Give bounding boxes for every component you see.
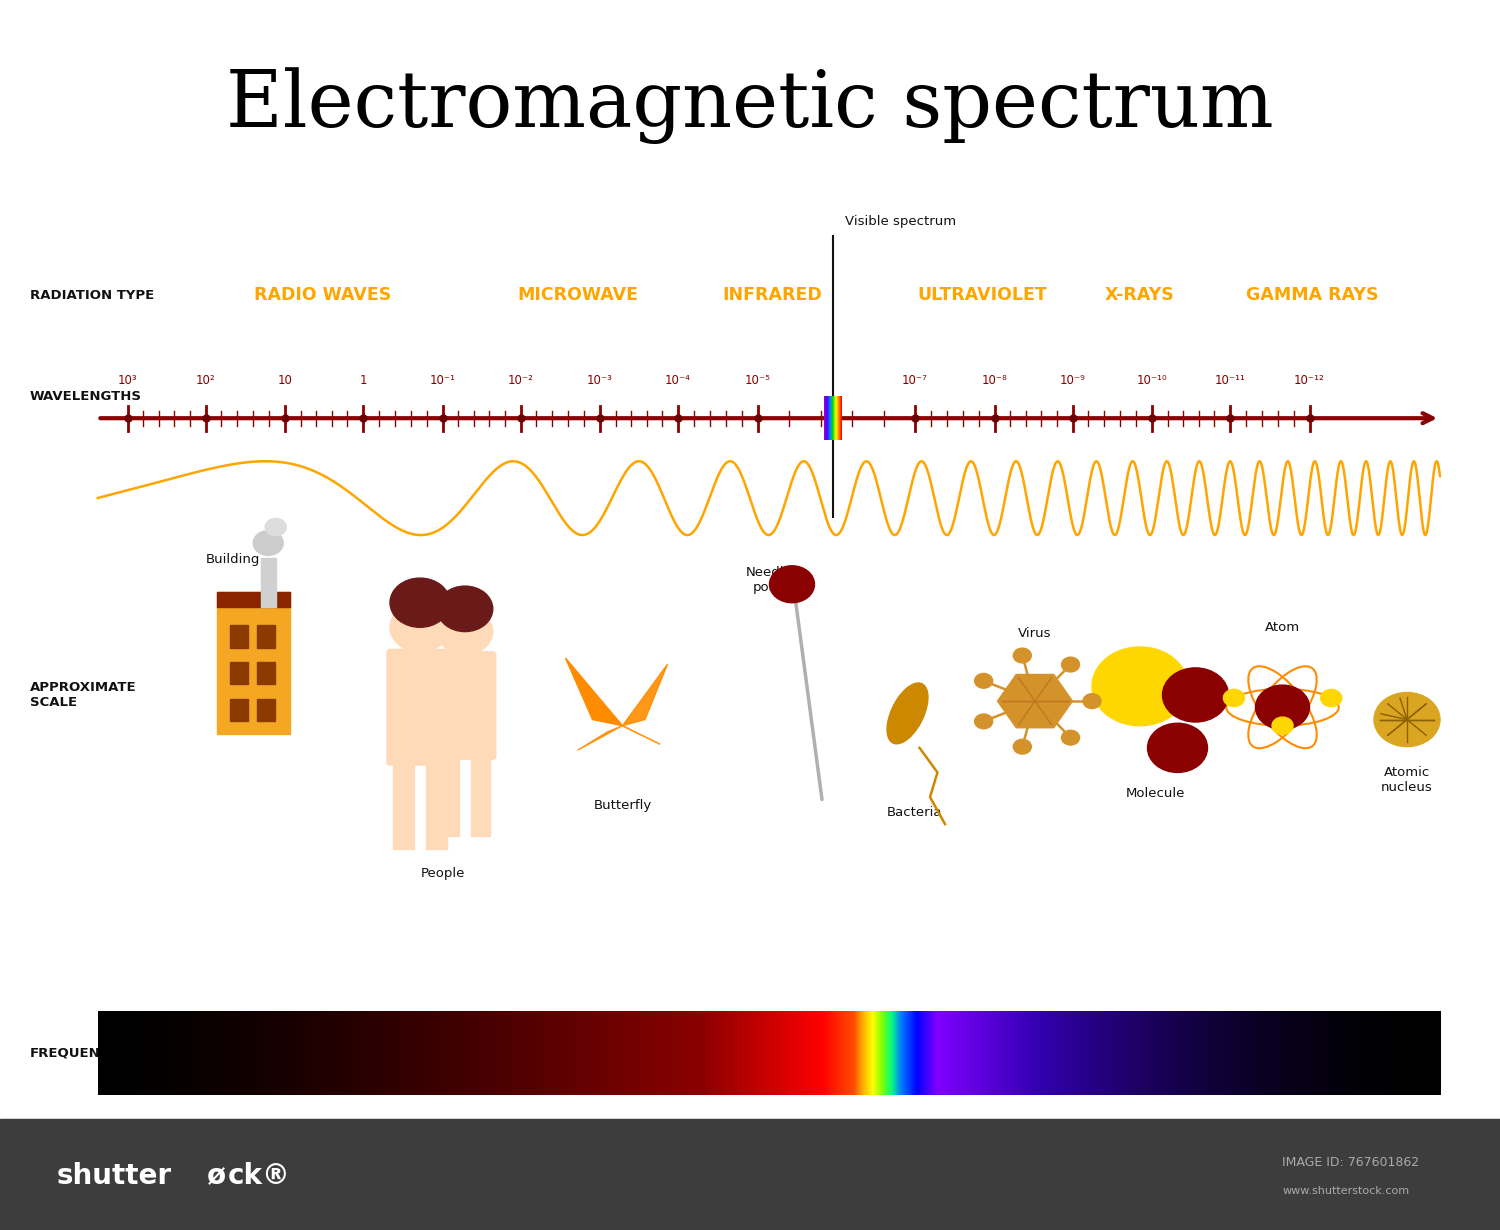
Text: Atom: Atom [1264, 621, 1300, 635]
Bar [471, 756, 490, 836]
Text: ck®: ck® [228, 1162, 291, 1189]
Text: INFRARED: INFRARED [723, 287, 822, 304]
Text: RADIATION TYPE: RADIATION TYPE [30, 289, 154, 301]
Circle shape [1083, 694, 1101, 708]
Circle shape [975, 713, 993, 728]
Text: 10³: 10³ [117, 374, 138, 387]
Text: shutter: shutter [57, 1162, 172, 1189]
Bar [426, 763, 447, 849]
Text: RADIO WAVES: RADIO WAVES [254, 287, 392, 304]
Ellipse shape [886, 683, 928, 744]
Text: People: People [420, 867, 465, 881]
Text: 10⁻⁵: 10⁻⁵ [744, 374, 771, 387]
Text: 10⁻⁷: 10⁻⁷ [902, 374, 928, 387]
Circle shape [438, 587, 492, 632]
Text: Butterfly: Butterfly [594, 800, 651, 813]
Bar [217, 593, 290, 733]
Text: Electromagnetic spectrum: Electromagnetic spectrum [226, 68, 1274, 144]
FancyBboxPatch shape [387, 649, 453, 765]
Text: 10⁻⁴: 10⁻⁴ [664, 374, 692, 387]
Text: ø: ø [207, 1162, 226, 1189]
Text: Visible spectrum: Visible spectrum [844, 214, 956, 228]
Circle shape [390, 603, 450, 652]
Circle shape [1148, 723, 1208, 772]
Polygon shape [622, 726, 660, 744]
Circle shape [1320, 689, 1341, 706]
Text: 10⁻¹¹: 10⁻¹¹ [1215, 374, 1245, 387]
Text: ULTRAVIOLET: ULTRAVIOLET [918, 287, 1047, 304]
Text: www.shutterstock.com: www.shutterstock.com [1282, 1186, 1410, 1196]
Text: Atomic
nucleus: Atomic nucleus [1382, 766, 1432, 795]
Bar [217, 593, 290, 608]
Polygon shape [622, 664, 668, 726]
Bar [256, 625, 274, 647]
Bar [230, 625, 248, 647]
Circle shape [1014, 648, 1032, 663]
FancyBboxPatch shape [435, 652, 495, 759]
Text: 10⁻³: 10⁻³ [586, 374, 613, 387]
Text: MICROWAVE: MICROWAVE [518, 287, 638, 304]
Text: 10⁻¹²: 10⁻¹² [1294, 374, 1324, 387]
Circle shape [254, 531, 284, 555]
Text: 10⁻¹: 10⁻¹ [429, 374, 456, 387]
Circle shape [1062, 731, 1080, 745]
Text: FREQUENCY: FREQUENCY [30, 1047, 120, 1059]
Circle shape [438, 609, 492, 654]
Circle shape [1256, 685, 1310, 729]
Text: Virus: Virus [1019, 627, 1052, 641]
Text: Molecule: Molecule [1125, 787, 1185, 801]
Text: X-RAYS: X-RAYS [1106, 287, 1174, 304]
Polygon shape [566, 658, 622, 726]
Bar [440, 756, 459, 836]
Circle shape [266, 519, 286, 536]
Text: 10⁻⁸: 10⁻⁸ [981, 374, 1008, 387]
Circle shape [1374, 692, 1440, 747]
Circle shape [1162, 668, 1228, 722]
Bar [230, 699, 248, 721]
Bar [261, 558, 276, 608]
Circle shape [1092, 647, 1188, 726]
Text: IMAGE ID: 767601862: IMAGE ID: 767601862 [1282, 1156, 1419, 1168]
Text: GAMMA RAYS: GAMMA RAYS [1246, 287, 1378, 304]
Text: 10⁻¹⁰: 10⁻¹⁰ [1137, 374, 1167, 387]
Circle shape [975, 674, 993, 689]
Text: 10: 10 [278, 374, 292, 387]
Circle shape [1272, 717, 1293, 734]
Bar [230, 662, 248, 684]
Text: 10⁻⁹: 10⁻⁹ [1059, 374, 1086, 387]
Bar [256, 699, 274, 721]
Text: APPROXIMATE
SCALE: APPROXIMATE SCALE [30, 681, 136, 708]
Text: Building: Building [206, 554, 260, 567]
Bar [256, 662, 274, 684]
Circle shape [1062, 657, 1080, 672]
Circle shape [390, 578, 450, 627]
Text: 10⁻²: 10⁻² [507, 374, 534, 387]
Text: WAVELENGTHS: WAVELENGTHS [30, 390, 142, 402]
Circle shape [1014, 739, 1032, 754]
Bar [393, 763, 414, 849]
Text: Needle
point: Needle point [746, 566, 794, 594]
Polygon shape [578, 726, 622, 750]
Text: 1: 1 [360, 374, 366, 387]
Bar [0, 1119, 1500, 1230]
Text: 10²: 10² [195, 374, 216, 387]
Text: Bacteria: Bacteria [888, 806, 942, 819]
Circle shape [1224, 689, 1245, 706]
Circle shape [770, 566, 814, 603]
